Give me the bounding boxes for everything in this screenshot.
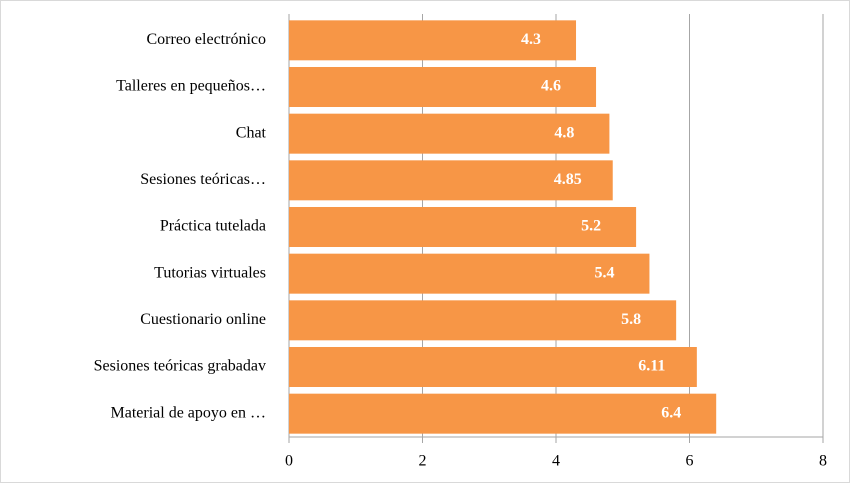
x-tick-label: 8 <box>819 453 827 470</box>
data-label: 5.8 <box>621 311 641 328</box>
data-label: 4.3 <box>521 31 541 48</box>
data-label: 6.4 <box>661 404 681 421</box>
data-label: 4.8 <box>554 124 574 141</box>
data-label: 4.85 <box>554 171 582 188</box>
x-tick-label: 4 <box>552 453 560 470</box>
bar <box>289 300 677 341</box>
bar <box>289 347 697 387</box>
x-tick-label: 0 <box>285 453 293 470</box>
y-tick-label: Material de apoyo en … <box>111 404 267 421</box>
bar <box>289 67 597 107</box>
y-tick-label: Tutorias virtuales <box>154 264 266 281</box>
bar <box>289 393 717 434</box>
data-label: 6.11 <box>638 358 665 375</box>
bar <box>289 113 610 154</box>
data-label: 5.4 <box>594 264 614 281</box>
bar <box>289 160 613 201</box>
bar <box>289 207 637 247</box>
y-tick-label: Práctica tutelada <box>160 218 266 235</box>
x-tick-label: 2 <box>419 453 427 470</box>
y-tick-label: Sesiones teóricas… <box>140 171 266 188</box>
data-label: 5.2 <box>581 218 601 235</box>
bar <box>289 20 577 61</box>
bar <box>289 253 650 294</box>
x-tick-label: 6 <box>686 453 694 470</box>
y-tick-label: Talleres en pequeños… <box>116 78 266 95</box>
y-tick-label: Correo electrónico <box>147 31 267 48</box>
y-tick-label: Chat <box>236 124 267 141</box>
data-label: 4.6 <box>541 78 561 95</box>
y-tick-label: Cuestionario online <box>140 311 266 328</box>
y-tick-label: Sesiones teóricas grabadav <box>94 358 266 375</box>
